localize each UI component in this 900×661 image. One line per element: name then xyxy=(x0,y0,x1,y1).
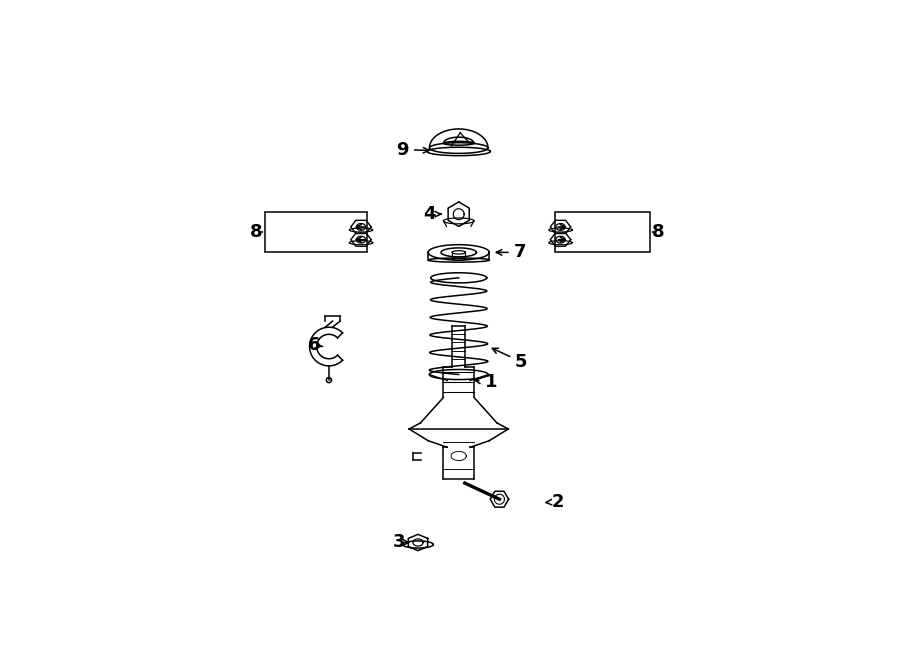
Text: 9: 9 xyxy=(397,141,428,159)
Text: 8: 8 xyxy=(250,223,263,241)
Text: 8: 8 xyxy=(652,223,664,241)
Text: 1: 1 xyxy=(475,373,497,391)
Text: 5: 5 xyxy=(492,348,527,371)
Text: 3: 3 xyxy=(393,533,409,551)
Bar xyxy=(266,212,367,253)
Text: 6: 6 xyxy=(308,336,323,354)
Text: 4: 4 xyxy=(423,205,441,223)
Text: 7: 7 xyxy=(496,243,526,261)
Text: 2: 2 xyxy=(545,492,564,511)
Bar xyxy=(555,212,650,253)
